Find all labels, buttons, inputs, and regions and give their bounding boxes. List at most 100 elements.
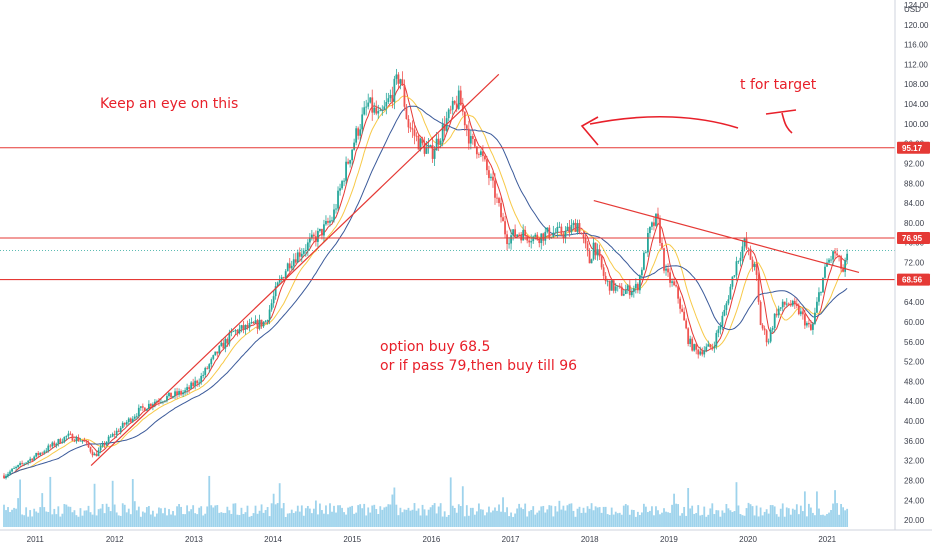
volume-bar — [216, 505, 219, 527]
candle-body — [773, 313, 776, 329]
volume-bar — [677, 504, 679, 527]
volume-bar — [673, 493, 675, 527]
candle-body — [319, 228, 321, 232]
volume-bar — [156, 513, 158, 527]
candle-body — [63, 436, 66, 442]
volume-bar — [818, 508, 820, 527]
volume-bar — [465, 505, 468, 527]
candle-body — [21, 463, 24, 464]
volume-bar — [87, 505, 90, 527]
volume-bar — [570, 503, 573, 527]
candle-body — [13, 468, 15, 469]
candle-body — [226, 339, 229, 344]
volume-bar — [25, 507, 28, 527]
volume-bar — [500, 511, 502, 527]
candle-body — [79, 440, 82, 442]
y-tick-label: 36.00 — [904, 437, 925, 446]
candle-body — [431, 145, 434, 159]
volume-bar — [39, 507, 42, 527]
volume-bar — [751, 506, 754, 527]
candle-body — [347, 161, 349, 164]
volume-bar — [339, 505, 341, 527]
time-axis[interactable]: 2011 2012 2013 2014 2015 2016 2017 2018 2019 2020… — [0, 529, 932, 544]
candle-body — [278, 279, 281, 283]
candle-body — [321, 228, 323, 236]
candle-body — [830, 259, 832, 261]
candle-body — [339, 188, 341, 191]
candle-body — [624, 290, 627, 294]
trendline[interactable] — [90, 73, 500, 467]
candle-body — [296, 252, 299, 263]
candle-body — [139, 406, 142, 408]
volume-bar — [526, 516, 529, 527]
candle-body — [282, 277, 285, 279]
candle-body — [789, 304, 792, 306]
candle-body — [101, 443, 104, 447]
volume-bar — [264, 510, 267, 527]
volume-bar — [834, 490, 836, 527]
volume-bar — [759, 507, 762, 527]
volume-bar — [93, 483, 96, 527]
candle-body — [182, 392, 184, 395]
volume-bar — [518, 503, 521, 527]
volume-bar — [154, 516, 156, 527]
price-level-badge[interactable] — [897, 141, 930, 154]
candle-body — [556, 226, 559, 233]
candle-body — [828, 259, 830, 263]
volume-bar — [630, 509, 633, 527]
trendline[interactable] — [593, 200, 860, 274]
candle-body — [302, 251, 305, 254]
volume-bar — [389, 504, 392, 527]
price-level-badge[interactable] — [897, 232, 930, 245]
candle-body — [109, 436, 112, 438]
volume-bar — [490, 512, 492, 527]
candle-body — [230, 331, 233, 333]
volume-bar — [479, 509, 482, 527]
candle-body — [160, 401, 162, 403]
candle-body — [628, 285, 631, 296]
candle-body — [636, 283, 639, 291]
trendlines[interactable] — [90, 73, 860, 467]
candle-body — [218, 345, 221, 354]
candle-body — [365, 106, 368, 108]
candle-body — [45, 450, 48, 452]
horizontal-levels[interactable] — [0, 147, 895, 281]
candle-body — [691, 338, 694, 351]
price-axis[interactable]: USD 20.00 24.00 28.00 32.00 36.00 40.00 44.00 4… — [894, 0, 932, 530]
candle-body — [492, 176, 494, 181]
candle-body — [333, 209, 335, 221]
volume-bar — [689, 508, 692, 527]
candle-body — [530, 241, 533, 243]
candle-body — [473, 138, 476, 147]
candle-body — [75, 437, 78, 442]
candle-body — [449, 109, 452, 111]
price-level-badge[interactable] — [897, 273, 930, 286]
candle-body — [27, 460, 30, 463]
volume-bar — [453, 507, 456, 527]
candle-body — [65, 435, 68, 437]
volume-bar — [53, 508, 56, 527]
volume-bar — [141, 511, 144, 527]
candle-body — [256, 320, 259, 329]
candle-body — [268, 309, 271, 321]
volume-bar — [19, 479, 21, 527]
volume-bar — [697, 505, 700, 527]
candle-body — [105, 441, 108, 446]
volume-bar — [262, 512, 265, 527]
volume-bar — [449, 477, 452, 527]
candle-body — [725, 303, 728, 310]
candle-body — [838, 255, 840, 257]
volume-bar — [530, 509, 533, 527]
volume-bar — [427, 509, 430, 527]
volume-bar — [329, 503, 331, 527]
y-tick-label: 44.00 — [904, 397, 925, 406]
candle-body — [367, 102, 370, 107]
volume-bar — [791, 508, 794, 527]
volume-bar — [300, 505, 303, 527]
candle-body — [695, 344, 698, 350]
candle-body — [707, 344, 710, 347]
volume-bar — [268, 516, 271, 527]
volume-bar — [341, 507, 343, 527]
x-tick-label: 2014 — [264, 535, 282, 544]
